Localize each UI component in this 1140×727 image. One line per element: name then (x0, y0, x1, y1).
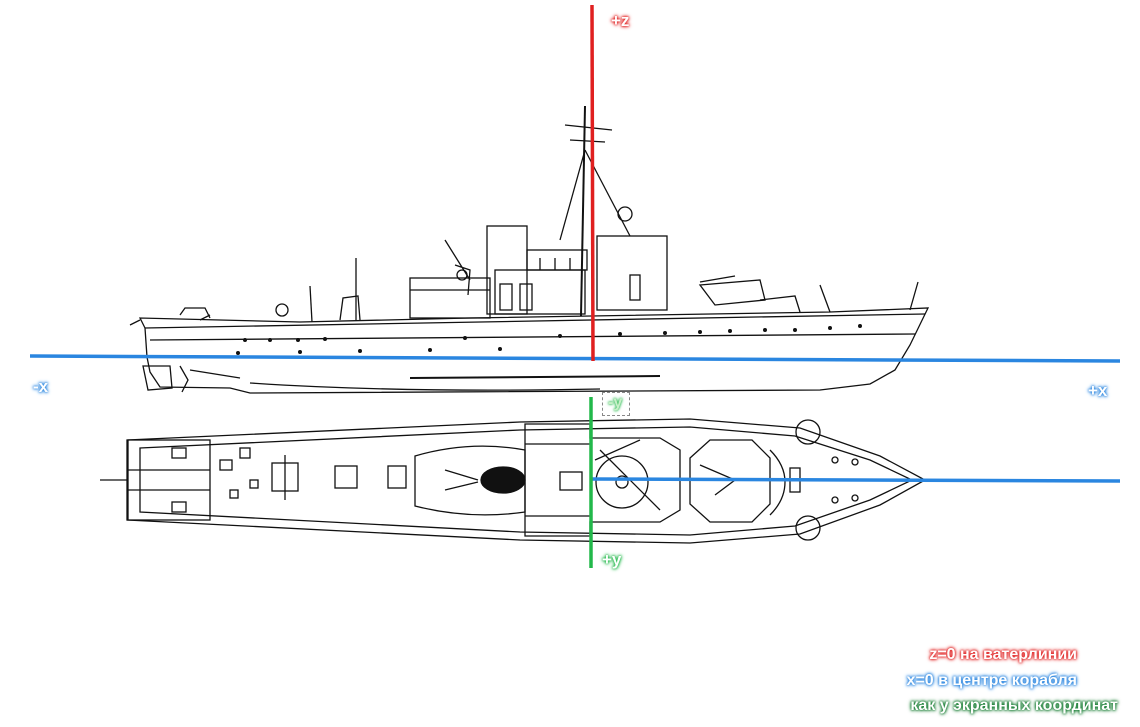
x-axis-side-line (29, 354, 1121, 363)
x-axis-positive-label: +x (1088, 381, 1108, 400)
ship-side-profile (129, 105, 930, 394)
plan-hull-outline (126, 418, 927, 544)
side-rear-gun (698, 279, 766, 306)
z-axis-positive-label: +z (611, 11, 630, 30)
side-deck-line (144, 313, 926, 329)
side-aa-gun (444, 239, 471, 296)
legend-x-note: x=0 в центре корабля (906, 672, 1077, 689)
x-axis-negative-label: -x (33, 377, 49, 396)
legend-z-note: z=0 на ватерлинии (929, 646, 1077, 663)
plan-forward-gun (689, 439, 771, 523)
z-axis-line (590, 4, 595, 362)
y-axis-positive-label: +y (602, 550, 622, 569)
plan-aa-gun-mount (480, 466, 526, 494)
side-rudder (142, 365, 173, 391)
side-hull-outline (138, 307, 930, 394)
ship-top-plan (100, 418, 927, 544)
y-axis-negative-label: -y (602, 392, 630, 416)
side-portholes (236, 324, 862, 355)
x-axis-plan-line (589, 477, 1121, 483)
legend-y-note: как у экранных координат (910, 697, 1118, 714)
